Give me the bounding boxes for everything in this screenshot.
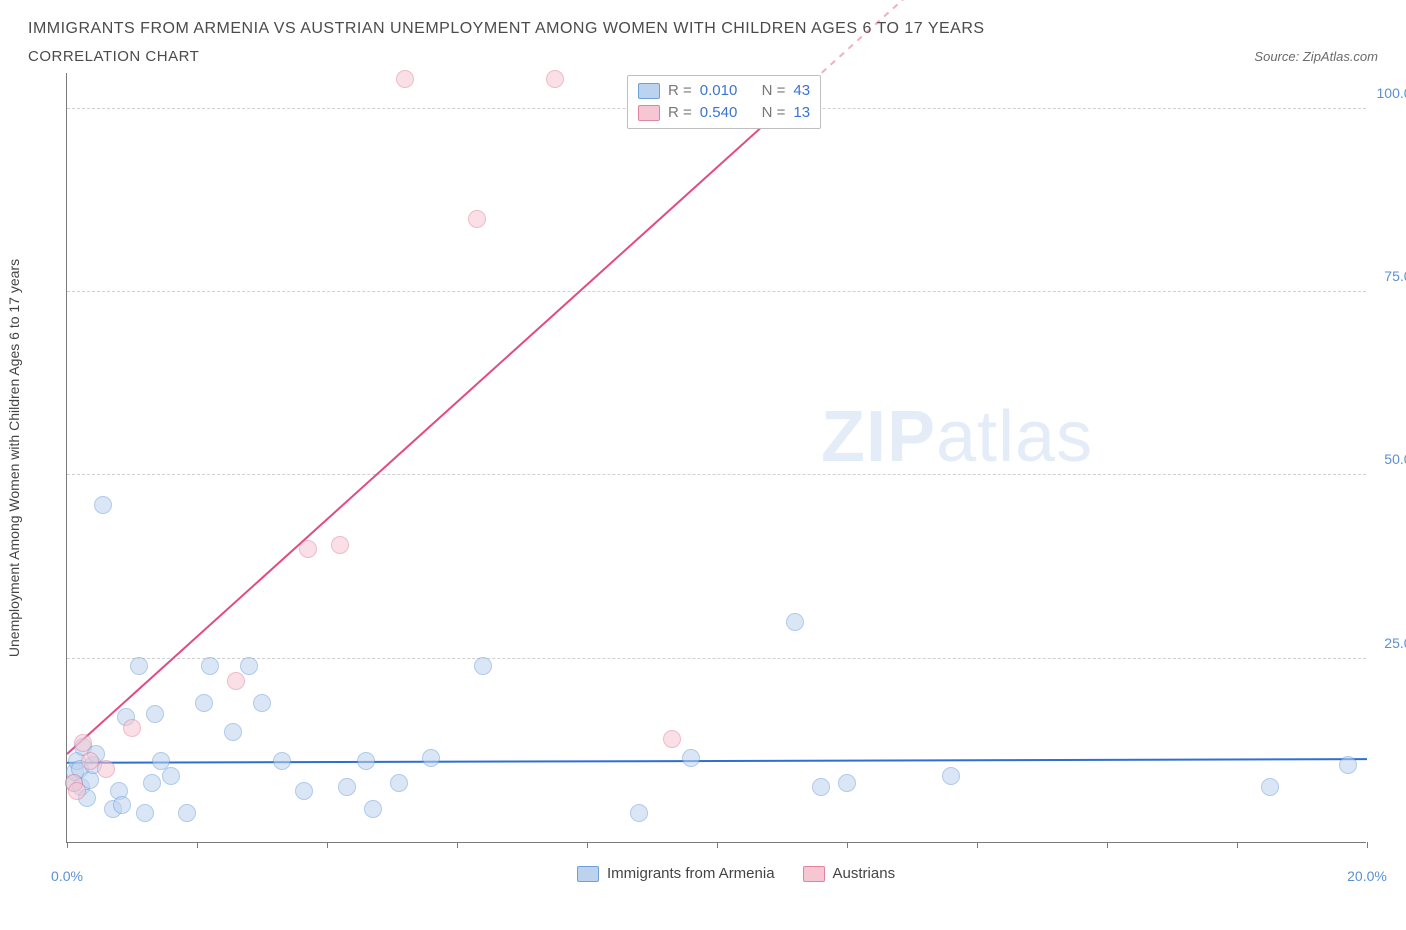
data-point-armenia	[942, 767, 960, 785]
x-tick	[1107, 842, 1108, 848]
x-tick	[587, 842, 588, 848]
data-point-armenia	[630, 804, 648, 822]
data-point-austrians	[68, 782, 86, 800]
data-point-armenia	[364, 800, 382, 818]
data-point-armenia	[130, 657, 148, 675]
y-tick-label: 75.0%	[1384, 268, 1406, 284]
data-point-armenia	[136, 804, 154, 822]
legend-r-value: 0.540	[700, 102, 738, 124]
legend-n-label: N =	[762, 80, 786, 102]
data-point-armenia	[224, 723, 242, 741]
x-tick	[717, 842, 718, 848]
x-tick	[977, 842, 978, 848]
data-point-austrians	[331, 536, 349, 554]
x-tick	[457, 842, 458, 848]
data-point-armenia	[273, 752, 291, 770]
x-tick	[67, 842, 68, 848]
x-tick-label: 0.0%	[51, 868, 83, 884]
data-point-armenia	[474, 657, 492, 675]
x-tick	[847, 842, 848, 848]
legend-r-value: 0.010	[700, 80, 738, 102]
data-point-armenia	[295, 782, 313, 800]
legend-swatch-austrians	[638, 105, 660, 121]
legend-stats: R = 0.010 N = 43 R = 0.540 N = 13	[627, 75, 821, 129]
data-point-armenia	[113, 796, 131, 814]
chart-title: IMMIGRANTS FROM ARMENIA VS AUSTRIAN UNEM…	[28, 20, 1378, 38]
legend-n-label: N =	[762, 102, 786, 124]
plot-area: 25.0%50.0%75.0%100.0%0.0%20.0%ZIPatlasR …	[66, 73, 1366, 843]
legend-series: Immigrants from Armenia Austrians	[577, 865, 895, 882]
data-point-armenia	[195, 694, 213, 712]
data-point-austrians	[97, 760, 115, 778]
x-tick-label: 20.0%	[1347, 868, 1387, 884]
data-point-armenia	[338, 778, 356, 796]
data-point-armenia	[162, 767, 180, 785]
chart-subtitle: CORRELATION CHART	[28, 48, 199, 65]
legend-r-label: R =	[668, 102, 692, 124]
legend-swatch-armenia	[577, 866, 599, 882]
x-tick	[197, 842, 198, 848]
legend-swatch-armenia	[638, 83, 660, 99]
source-label: Source:	[1254, 49, 1299, 64]
x-tick	[327, 842, 328, 848]
y-axis-label: Unemployment Among Women with Children A…	[6, 259, 22, 657]
data-point-armenia	[143, 774, 161, 792]
data-point-armenia	[253, 694, 271, 712]
data-point-austrians	[299, 540, 317, 558]
data-point-armenia	[786, 613, 804, 631]
legend-stats-row-austrians: R = 0.540 N = 13	[638, 102, 810, 124]
legend-n-value: 43	[793, 80, 810, 102]
data-point-armenia	[146, 705, 164, 723]
legend-item-austrians[interactable]: Austrians	[803, 865, 896, 882]
y-tick-label: 25.0%	[1384, 635, 1406, 651]
data-point-armenia	[390, 774, 408, 792]
data-point-armenia	[682, 749, 700, 767]
chart-wrap: Unemployment Among Women with Children A…	[28, 73, 1378, 843]
data-point-armenia	[201, 657, 219, 675]
trend-line-austrians	[67, 97, 795, 754]
data-point-armenia	[1261, 778, 1279, 796]
legend-item-armenia[interactable]: Immigrants from Armenia	[577, 865, 775, 882]
data-point-armenia	[1339, 756, 1357, 774]
data-point-austrians	[663, 730, 681, 748]
source-attribution: Source: ZipAtlas.com	[1254, 49, 1378, 64]
x-tick	[1237, 842, 1238, 848]
data-point-austrians	[396, 70, 414, 88]
data-point-armenia	[357, 752, 375, 770]
data-point-austrians	[468, 210, 486, 228]
legend-label-austrians: Austrians	[833, 865, 896, 882]
trend-line-armenia	[67, 759, 1367, 763]
legend-label-armenia: Immigrants from Armenia	[607, 865, 775, 882]
data-point-austrians	[74, 734, 92, 752]
legend-r-label: R =	[668, 80, 692, 102]
data-point-armenia	[94, 496, 112, 514]
legend-swatch-austrians	[803, 866, 825, 882]
data-point-austrians	[227, 672, 245, 690]
legend-n-value: 13	[793, 102, 810, 124]
y-tick-label: 100.0%	[1377, 85, 1406, 101]
data-point-armenia	[178, 804, 196, 822]
data-point-armenia	[240, 657, 258, 675]
legend-stats-row-armenia: R = 0.010 N = 43	[638, 80, 810, 102]
data-point-austrians	[546, 70, 564, 88]
x-tick	[1367, 842, 1368, 848]
data-point-armenia	[812, 778, 830, 796]
source-name: ZipAtlas.com	[1303, 49, 1378, 64]
trend-layer	[67, 72, 1367, 842]
data-point-armenia	[422, 749, 440, 767]
data-point-austrians	[123, 719, 141, 737]
y-tick-label: 50.0%	[1384, 451, 1406, 467]
data-point-armenia	[838, 774, 856, 792]
